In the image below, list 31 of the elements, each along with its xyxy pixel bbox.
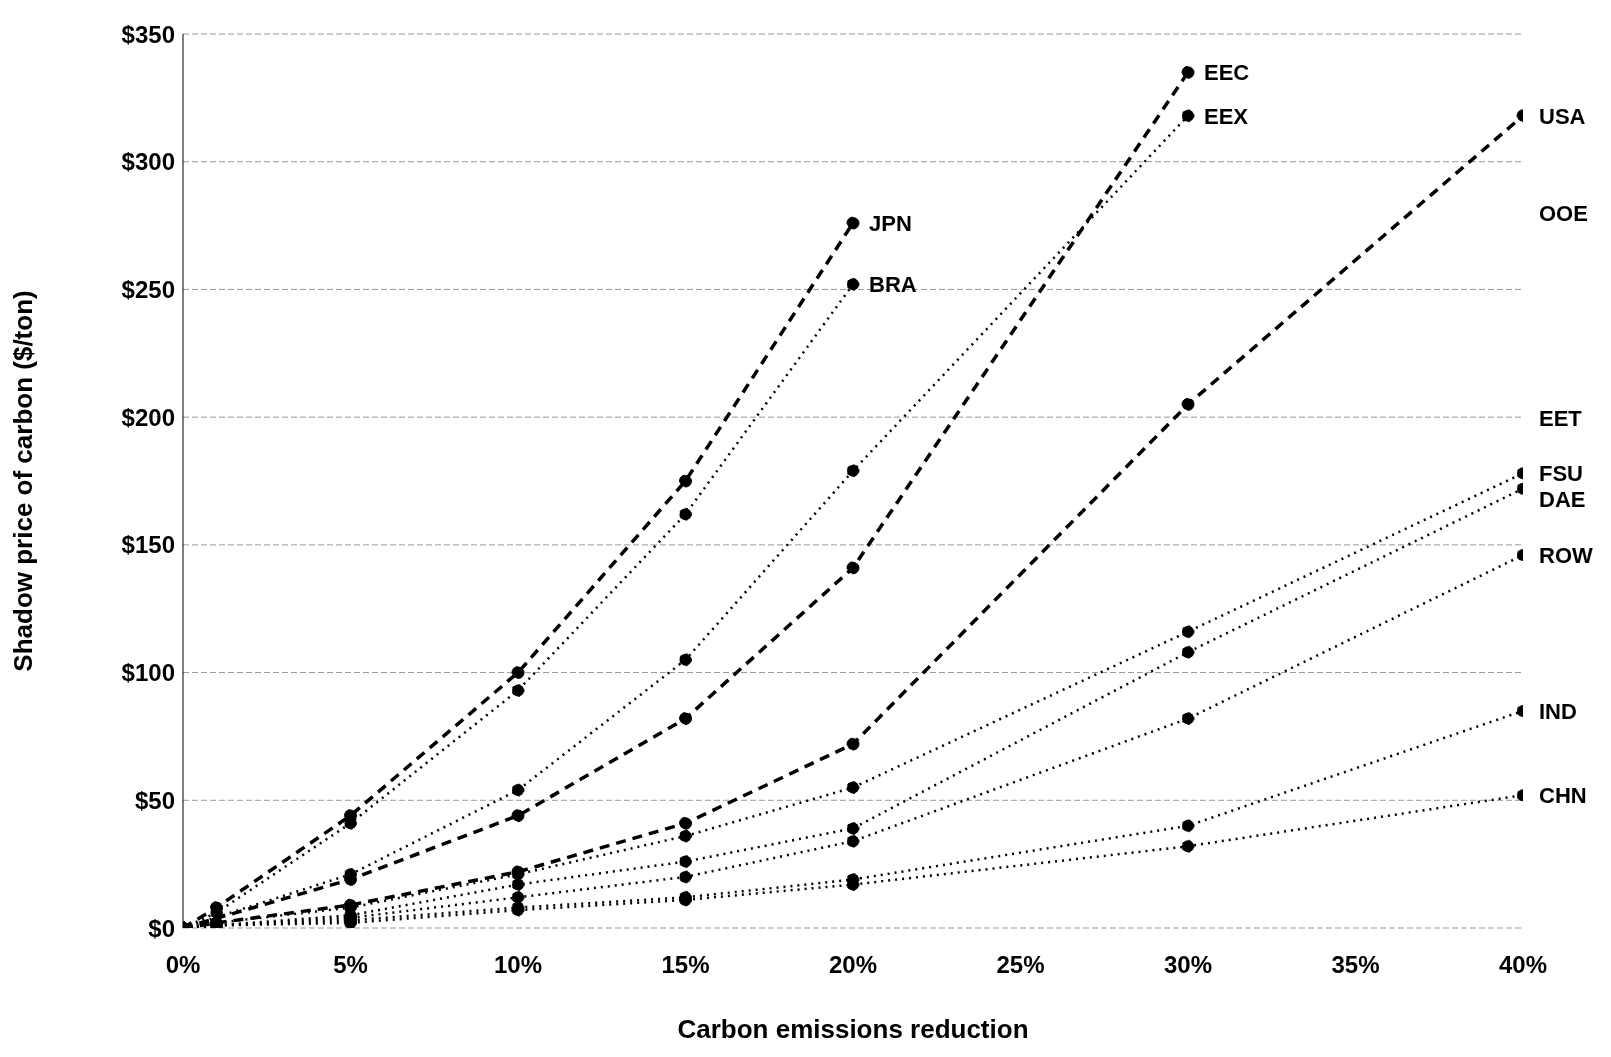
x-axis-title: Carbon emissions reduction [677,1014,1029,1044]
x-tick-label: 10% [493,951,543,979]
series-label: CHN [1539,783,1587,809]
y-tick-label: $150 [121,531,175,559]
series-label: EEX [1204,103,1249,129]
series-label: EEC [1204,60,1250,86]
y-tick-label: $200 [121,403,175,431]
series-label: JPN [869,211,912,237]
y-tick-label: $50 [134,786,175,814]
x-tick-label: 25% [996,951,1045,979]
series-label: IND [1539,698,1577,724]
x-tick-label: 20% [828,951,878,979]
y-tick-label: $0 [148,914,175,942]
series-label: ROW [1539,543,1593,569]
series-label: BRA [869,272,917,298]
y-tick-label: $350 [121,20,175,48]
y-axis-title: Shadow price of carbon ($/ton) [8,290,39,672]
text: OOE [1539,200,1588,226]
x-tick-label: 30% [1163,951,1213,979]
x-tick-label: 40% [1498,951,1548,979]
y-tick-label: $300 [121,148,175,176]
x-tick-label: 35% [1331,951,1380,979]
series-label: DAE [1539,487,1586,513]
x-tick-label: 0% [165,951,201,979]
y-tick-label: $250 [121,275,175,303]
y-tick-label: $100 [121,659,175,687]
series-label: FSU [1539,461,1583,487]
x-tick-label: 15% [661,951,710,979]
text: EET [1539,406,1583,432]
series-label: USA [1539,103,1586,129]
x-tick-label: 5% [333,951,368,979]
